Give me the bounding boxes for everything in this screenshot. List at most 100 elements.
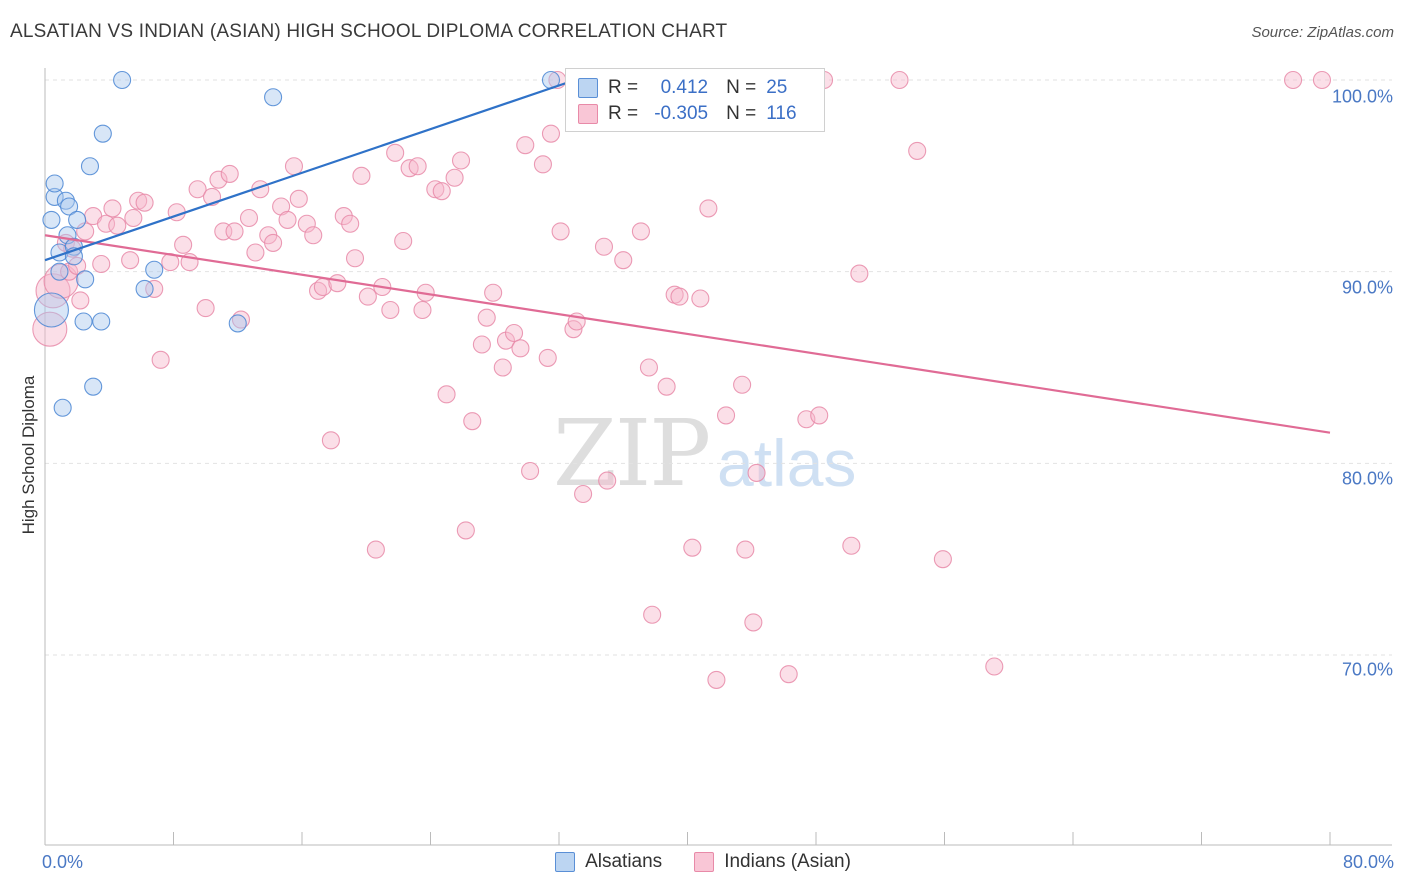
legend-label-indians: Indians (Asian) (724, 851, 851, 872)
alsatians-legend-swatch (555, 852, 576, 872)
indians-point (408, 157, 427, 176)
indians-point (358, 287, 377, 306)
legend-row-indians: R = -0.305 N = 116 (578, 101, 797, 127)
indians-point (657, 377, 676, 396)
alsatians-point (92, 312, 111, 331)
alsatians-point (228, 314, 247, 333)
y-tick-label: 70.0% (1341, 659, 1393, 680)
alsatians-point (80, 157, 100, 176)
indians-point (890, 70, 909, 90)
indians-point (985, 657, 1004, 676)
legend-item-indians[interactable]: Indians (Asian) (694, 851, 851, 873)
n-label: N = (726, 77, 757, 98)
indians-point (43, 263, 79, 299)
alsatians-n-value: 25 (766, 77, 788, 98)
gridlines (45, 79, 1392, 656)
indians-point (124, 208, 143, 228)
indians-point (541, 124, 561, 143)
indians-point (598, 471, 617, 490)
indians-point (341, 214, 360, 233)
indians-point (736, 540, 755, 559)
indians-point (477, 308, 496, 327)
alsatians-point (60, 197, 79, 216)
indians-point (574, 484, 593, 504)
indians-point (744, 613, 763, 632)
indians-point (933, 550, 952, 569)
alsatians-swatch (578, 78, 598, 98)
series-legend: Alsatians Indians (Asian) (0, 851, 1406, 873)
alsatians-trend-line (44, 78, 576, 262)
stats-legend: R = 0.412 N = 25 R = -0.305 N = 116 (565, 68, 825, 132)
alsatians-point (42, 210, 61, 229)
indians-point (352, 166, 371, 185)
indians-point (432, 182, 451, 201)
indians-point (643, 605, 662, 624)
indians-point (538, 348, 557, 367)
indians-point (278, 210, 297, 229)
indians-point (631, 222, 650, 241)
indians-point (716, 406, 736, 425)
legend-label-alsatians: Alsatians (585, 851, 663, 872)
indians-point (670, 287, 689, 306)
x-tick-label: 0.0% (42, 852, 84, 872)
indians-point (426, 180, 445, 199)
indians-point (246, 243, 265, 262)
indians-point (504, 323, 524, 343)
alsatians-point (84, 377, 103, 396)
alsatians-point (33, 292, 69, 328)
indians-n-value: 116 (766, 103, 797, 124)
y-tick-label: 90.0% (1341, 277, 1393, 298)
indians-point (151, 350, 170, 369)
indians-point (196, 299, 215, 318)
indians-point (174, 235, 193, 254)
alsatians-point (76, 270, 95, 289)
indians-point (386, 143, 405, 162)
indians-point (413, 300, 432, 320)
trend-lines (44, 78, 1331, 434)
indians-point (103, 199, 122, 218)
indians-point (297, 214, 316, 233)
indians-point (699, 199, 718, 218)
indians-point (225, 222, 244, 241)
indians-point (456, 521, 475, 540)
indians-swatch (578, 104, 598, 124)
indians-point (334, 207, 353, 226)
legend-item-alsatians[interactable]: Alsatians (555, 851, 662, 873)
indians-point (321, 431, 340, 450)
indians-point (521, 461, 540, 481)
indians-point (594, 237, 614, 256)
indians-point (1312, 70, 1332, 90)
indians-point (437, 385, 456, 404)
indians-point (71, 291, 90, 310)
indians-point (810, 406, 829, 425)
indians-point (463, 412, 482, 431)
indians-point (345, 249, 365, 268)
indians-point (691, 289, 710, 308)
indians-point (32, 311, 68, 347)
indians-point (451, 151, 471, 170)
watermark-atlas: atlas (717, 426, 857, 500)
indians-point (96, 214, 116, 233)
indians-point (850, 264, 869, 283)
indians-point (511, 339, 530, 358)
indians-point (747, 463, 766, 482)
indians-point (516, 136, 535, 155)
alsatians-point (74, 312, 93, 331)
indians-point (683, 538, 702, 557)
indians-point (68, 256, 87, 275)
y-tick-label: 100.0% (1331, 86, 1393, 107)
alsatians-point (68, 210, 87, 229)
indians-point (445, 168, 464, 187)
alsatians-point (56, 191, 75, 210)
indians-trend-line (44, 234, 1331, 434)
source-label: Source: ZipAtlas.com (1251, 24, 1394, 41)
indians-point (394, 231, 413, 251)
watermark-zip: ZIP (553, 400, 711, 507)
r-label: R = (608, 77, 639, 98)
indians-point (220, 164, 239, 183)
indians-point (304, 226, 323, 245)
indians-point (779, 665, 798, 684)
indians-r-value: -0.305 (654, 103, 709, 124)
chart-title: ALSATIAN VS INDIAN (ASIAN) HIGH SCHOOL D… (10, 21, 728, 42)
